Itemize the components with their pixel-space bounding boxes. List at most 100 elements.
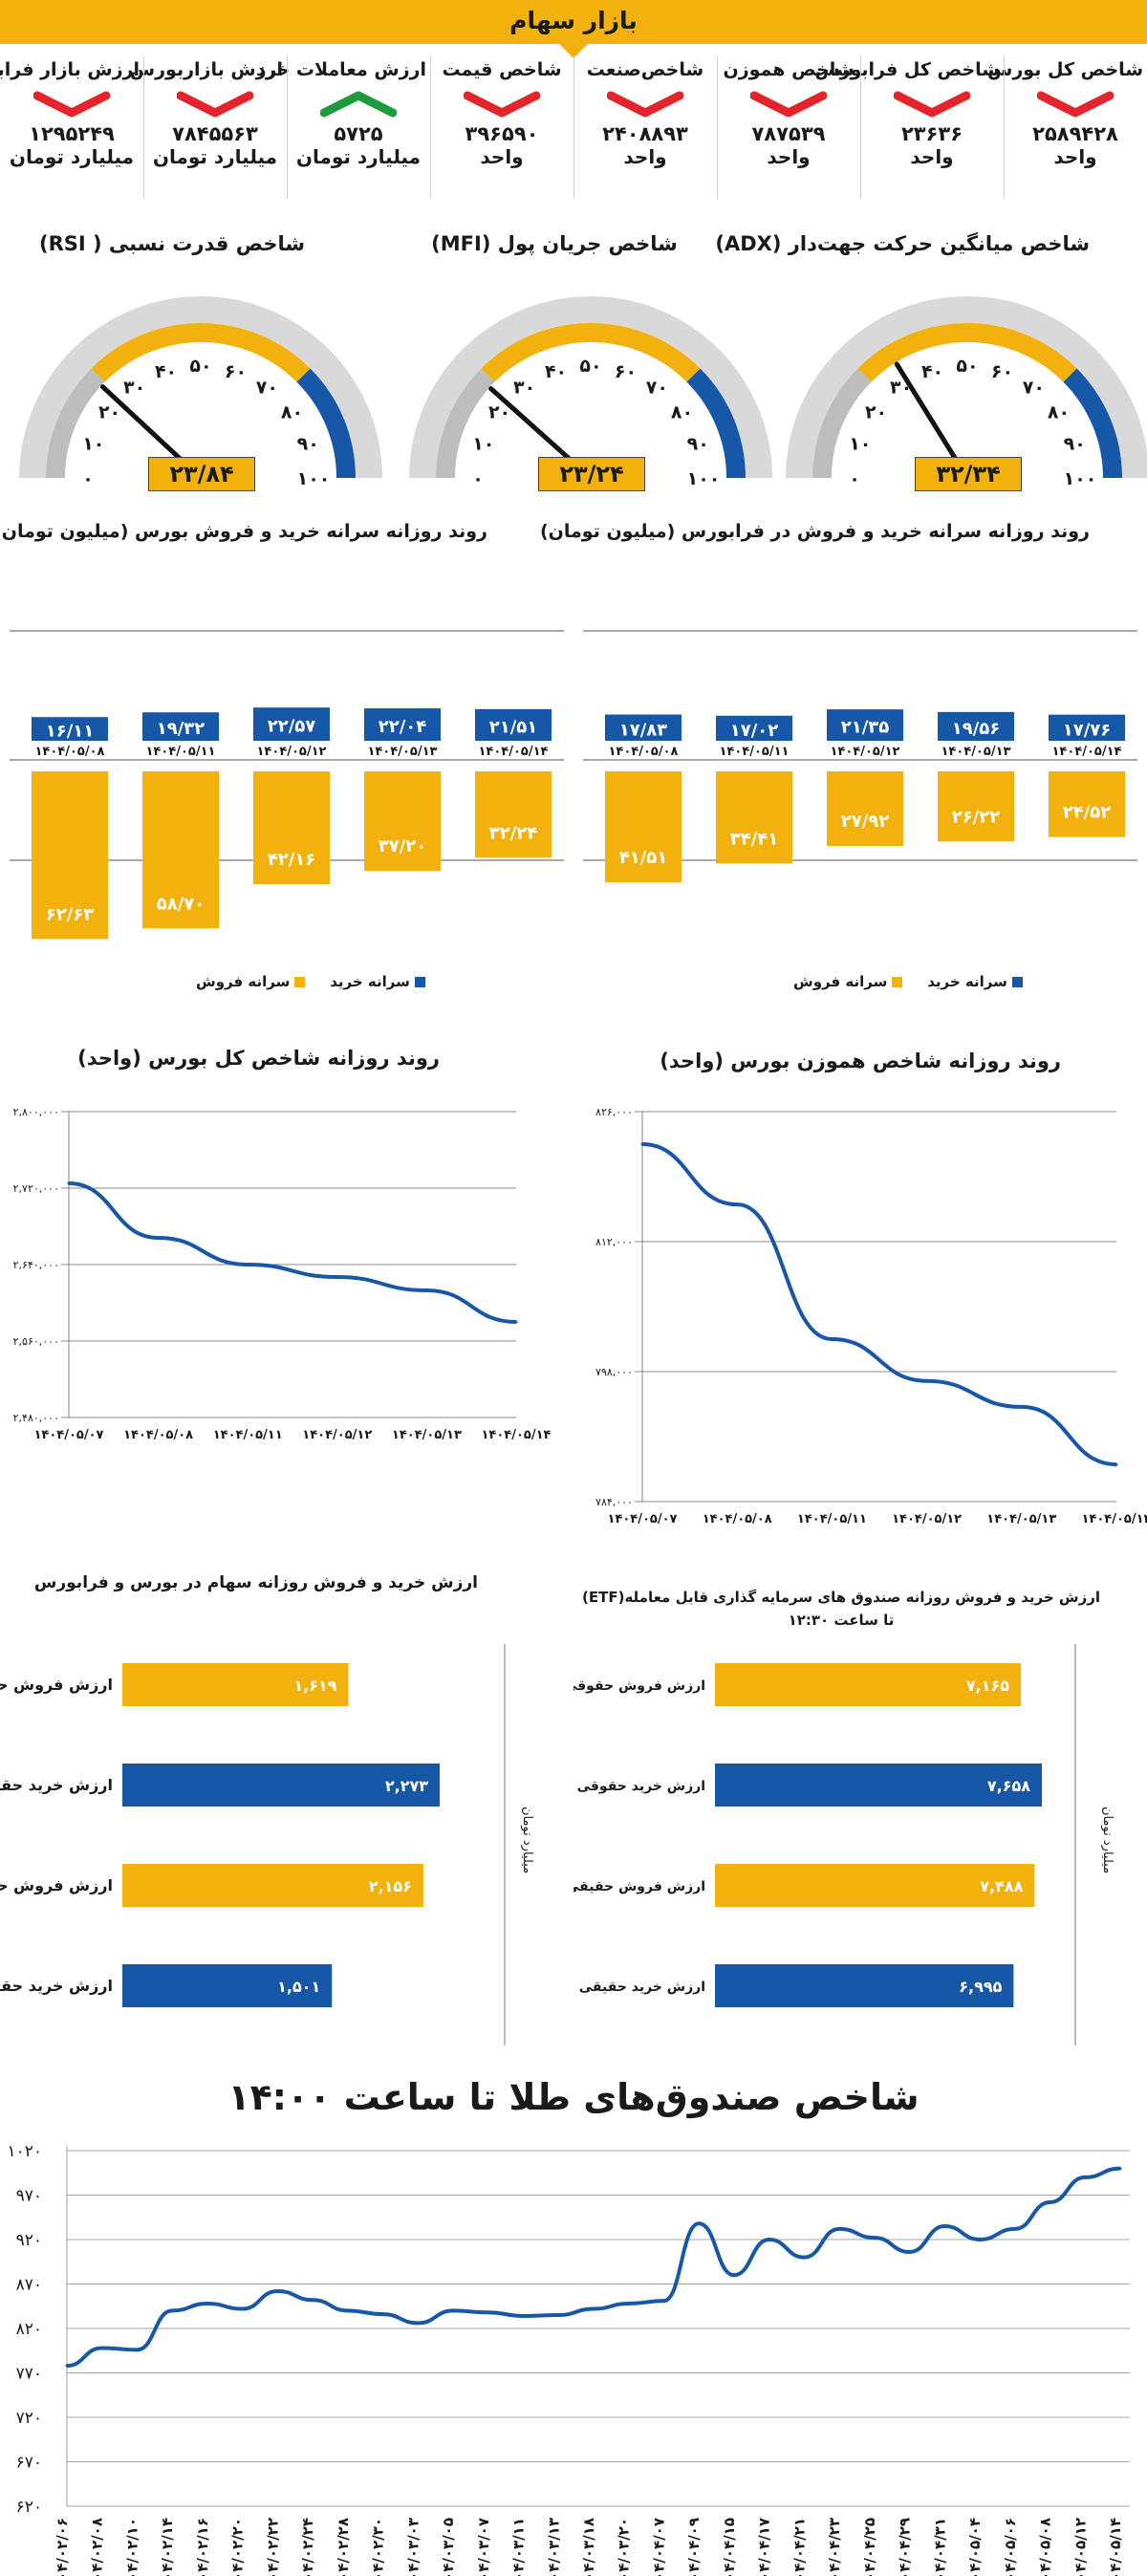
farabourse-percap-title: روند روزانه سرانه خرید و فروش در فرابورس… bbox=[540, 521, 1090, 542]
stock-value-chart: میلیارد تومان ۱,۶۱۹ ارزش فروش حقوقی ۲,۲۷۳ ار… bbox=[0, 1644, 534, 2046]
gauge-mid-zone bbox=[481, 323, 701, 382]
x-tick-label: ۱۴۰۴/۰۴/۱۷ bbox=[756, 2518, 773, 2576]
data-point bbox=[925, 1379, 929, 1383]
trend-arrow bbox=[1037, 91, 1114, 118]
sell-bar-label: ۲۴/۵۲ bbox=[1063, 803, 1112, 823]
indicator-unit: میلیارد تومان bbox=[9, 145, 135, 168]
indicator-card: ارزش معاملات خرد ۵۷۲۵ میلیارد تومان bbox=[256, 55, 426, 199]
gold-index-chart: ۶۲۰ ۶۷۰ ۷۲۰ ۷۷۰ ۸۲۰ ۸۷۰ ۹۲۰ ۹۷۰ ۱۰۲۰ ۱۴۰۴/۰۲/۰۶ ۱۴… bbox=[7, 2142, 1130, 2576]
x-tick-label: ۱۴۰۴/۰۴/۰۷ bbox=[650, 2518, 667, 2576]
buy-bar bbox=[142, 712, 219, 741]
gauge-tick-label: ۶۰ bbox=[615, 361, 637, 382]
bar-value-label: ۱,۵۰۱ bbox=[277, 1978, 320, 1996]
gauge-tick-label: ۵۰ bbox=[956, 356, 978, 377]
y-tick-label: ۸۷۰ bbox=[16, 2276, 42, 2295]
sell-bar bbox=[364, 771, 441, 872]
indicator-title: شاخص‌صنعت bbox=[586, 59, 704, 80]
indicator-card: شاخص‌صنعت ۲۴۰۸۸۹۳ واحد bbox=[577, 55, 713, 199]
indicator-divider bbox=[143, 55, 144, 199]
gauge-tick-label: ۴۰ bbox=[921, 361, 943, 382]
indicator-unit: واحد bbox=[910, 145, 954, 168]
indicator-unit: واحد bbox=[1053, 145, 1097, 168]
x-tick-label: ۱۴۰۴/۰۵/۱۳ bbox=[986, 1512, 1056, 1526]
data-point bbox=[246, 1263, 249, 1266]
buy-bar bbox=[716, 715, 792, 741]
sell-bar-label: ۳۴/۴۱ bbox=[730, 829, 779, 849]
indicator-divider bbox=[1004, 55, 1005, 199]
x-tick-label: ۱۴۰۴/۰۳/۰۵ bbox=[440, 2518, 457, 2576]
indicator-card: شاخص هموزن ۷۸۷۵۳۹ واحد bbox=[721, 55, 856, 199]
trend-down-icon bbox=[177, 91, 253, 118]
bar-value-label: ۱,۶۱۹ bbox=[293, 1677, 336, 1695]
data-point bbox=[1118, 2167, 1122, 2171]
value-bar bbox=[715, 1864, 1035, 1907]
trend-up-icon bbox=[320, 91, 397, 118]
gauge-tick-label: ۲۰ bbox=[865, 402, 887, 423]
gauge-tick-label: ۳۰ bbox=[123, 378, 145, 399]
trend-arrow bbox=[894, 91, 970, 118]
x-tick-label: ۱۴۰۴/۰۳/۰۳ bbox=[404, 2518, 422, 2576]
sell-bar bbox=[938, 771, 1014, 842]
gauge-mid-zone bbox=[857, 323, 1077, 382]
buy-bar bbox=[32, 717, 108, 741]
data-point bbox=[1049, 2200, 1052, 2204]
indicator-title: شاخص کل فرابورس bbox=[814, 59, 1000, 80]
series-line bbox=[68, 1181, 517, 1324]
category-label: ۱۴۰۴/۰۵/۱۴ bbox=[479, 745, 549, 759]
y-tick-label: ۲,۶۴۰,۰۰۰ bbox=[13, 1259, 59, 1271]
bar-category-label: ارزش فروش حقیقی bbox=[0, 1876, 113, 1894]
data-point bbox=[1013, 2227, 1017, 2231]
data-point bbox=[514, 1320, 518, 1324]
trend-down-icon bbox=[33, 91, 110, 118]
data-point bbox=[346, 2308, 350, 2312]
bar-category-label: ارزش خرید حقوقی bbox=[577, 1779, 705, 1794]
sell-bar-label: ۴۲/۱۶ bbox=[268, 850, 316, 870]
x-tick-label: ۱۴۰۴/۰۵/۱۱ bbox=[213, 1428, 283, 1442]
bar-value-label: ۷,۱۶۵ bbox=[966, 1677, 1009, 1695]
trend-arrow bbox=[464, 91, 540, 118]
etf-value-subtitle: تا ساعت ۱۲:۳۰ bbox=[788, 1612, 895, 1629]
x-tick-label: ۱۴۰۴/۰۵/۱۲ bbox=[1071, 2518, 1089, 2576]
gauge-tick-label: ۸۰ bbox=[281, 402, 303, 423]
legend-buy-swatch bbox=[414, 977, 425, 987]
data-point bbox=[873, 2236, 876, 2240]
buy-bar-label: ۱۷/۷۶ bbox=[1063, 720, 1112, 740]
y-tick-label: ۶۲۰ bbox=[16, 2498, 42, 2517]
y-tick-label: ۲,۸۰۰,۰۰۰ bbox=[13, 1106, 59, 1118]
buy-bar-label: ۲۱/۵۱ bbox=[489, 717, 538, 737]
gauge-mfi-value: ۲۳/۲۴ bbox=[538, 457, 645, 491]
data-point bbox=[487, 2310, 490, 2314]
indicator-value: ۵۷۲۵ bbox=[334, 122, 383, 145]
sell-bar bbox=[253, 771, 330, 885]
gauge-tick-label: ۶۰ bbox=[991, 361, 1013, 382]
x-tick-label: ۱۴۰۴/۰۲/۰۸ bbox=[89, 2518, 106, 2576]
sell-bar bbox=[716, 771, 792, 864]
category-label: ۱۴۰۴/۰۵/۱۲ bbox=[257, 745, 327, 759]
indicator-card: شاخص کل بورس ۲۵۸۹۴۲۸ واحد bbox=[987, 55, 1143, 199]
buy-bar-label: ۲۲/۰۴ bbox=[379, 717, 427, 737]
legend-buy-swatch bbox=[1011, 977, 1023, 987]
value-bar bbox=[122, 1864, 423, 1907]
bar-category-label: ارزش خرید حقیقی bbox=[0, 1977, 113, 1995]
sell-bar bbox=[142, 771, 219, 929]
data-point bbox=[732, 2273, 736, 2277]
data-point bbox=[451, 2308, 455, 2312]
x-tick-label: ۱۴۰۴/۰۵/۰۸ bbox=[703, 1512, 772, 1526]
indicator-card: شاخص کل فرابورس ۲۳۶۳۶ واحد bbox=[814, 55, 1000, 199]
bourse-percap-title: روند روزانه سرانه خرید و فروش بورس (میلی… bbox=[0, 521, 487, 542]
farabourse-percap-legend: سرانه خرید سرانه فروش bbox=[793, 973, 1028, 990]
x-tick-label: ۱۴۰۴/۰۲/۲۲ bbox=[264, 2518, 281, 2576]
buy-bar-label: ۱۷/۸۳ bbox=[619, 720, 668, 740]
x-tick-label: ۱۴۰۴/۰۵/۰۸ bbox=[1037, 2518, 1054, 2576]
gauge-tick-label: ۹۰ bbox=[687, 434, 709, 455]
indicator-divider bbox=[860, 55, 861, 199]
buy-bar bbox=[475, 708, 552, 741]
trend-down-icon bbox=[607, 91, 683, 118]
gauge-tick-label: ۷۰ bbox=[1023, 378, 1045, 399]
equal-index-title: روند روزانه شاخص هموزن بورس (واحد) bbox=[660, 1050, 1061, 1072]
trend-down-icon bbox=[464, 91, 540, 118]
legend-sell-swatch bbox=[294, 977, 306, 987]
buy-bar bbox=[827, 709, 903, 741]
x-tick-label: ۱۴۰۴/۰۳/۱۸ bbox=[580, 2518, 597, 2576]
indicator-title: شاخص کل بورس bbox=[987, 59, 1143, 80]
